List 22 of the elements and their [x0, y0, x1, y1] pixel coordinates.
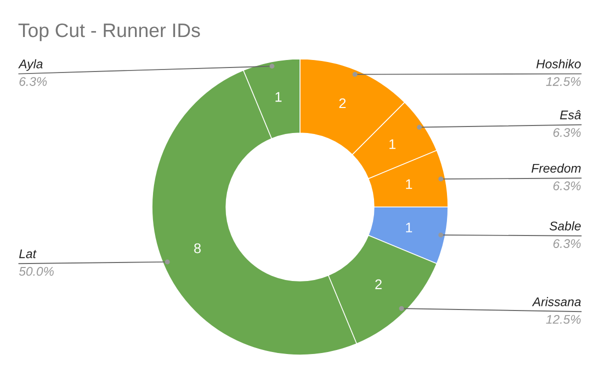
text: 6.3% — [553, 181, 581, 190]
slice-label: Freedom — [532, 164, 581, 173]
data-label: 1 — [389, 139, 396, 149]
slice-label: Esâ — [560, 110, 581, 120]
data-label: 2 — [339, 98, 346, 108]
text: 6.3% — [20, 77, 47, 86]
data-label: 1 — [276, 92, 282, 102]
slice-label: Arissana — [532, 297, 581, 306]
slice-label: Hoshiko — [536, 59, 581, 68]
data-label: 1 — [406, 222, 412, 232]
slice-label: Sable — [550, 221, 581, 230]
text: 12.5% — [546, 314, 581, 324]
slice-label: Ayla — [18, 59, 43, 71]
data-label: 8 — [194, 243, 201, 254]
text: 6.3% — [553, 128, 581, 137]
text: 12.5% — [546, 77, 581, 86]
slice-label: Lat — [19, 249, 37, 258]
text: 6.3% — [553, 239, 581, 248]
chart-title: Top Cut - Runner IDs — [18, 23, 200, 42]
data-label: 2 — [375, 279, 382, 290]
data-label: 1 — [406, 179, 412, 189]
text: 50.0% — [19, 266, 54, 276]
